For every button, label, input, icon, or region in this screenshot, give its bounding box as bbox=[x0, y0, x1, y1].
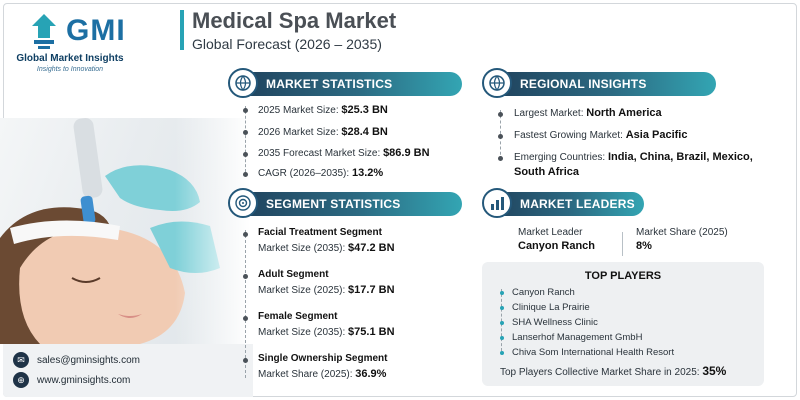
logo-icon bbox=[32, 14, 56, 49]
fastest-growing-market: Fastest Growing Market: Asia Pacific bbox=[514, 129, 688, 141]
segment-value: Market Size (2035): $75.1 BN bbox=[258, 326, 395, 338]
emerging-countries-cont: South Africa bbox=[514, 166, 579, 178]
website-contact[interactable]: ⊕ www.gminsights.com bbox=[13, 372, 130, 388]
segment-value: Market Size (2025): $17.7 BN bbox=[258, 284, 395, 296]
web-icon: ⊕ bbox=[13, 372, 29, 388]
email-contact[interactable]: ✉ sales@gminsights.com bbox=[13, 352, 140, 368]
bullet bbox=[498, 156, 503, 161]
bullet bbox=[243, 172, 248, 177]
segment-name: Facial Treatment Segment bbox=[258, 227, 382, 238]
segment-statistics-header: SEGMENT STATISTICS bbox=[228, 188, 462, 218]
top-players-share: Top Players Collective Market Share in 2… bbox=[500, 364, 727, 378]
bullet bbox=[243, 108, 248, 113]
market-leader-value: Canyon Ranch bbox=[518, 240, 596, 252]
mail-icon: ✉ bbox=[13, 352, 29, 368]
logo-tagline: Insights to Innovation bbox=[36, 66, 104, 73]
segment-value: Market Size (2035): $47.2 BN bbox=[258, 242, 395, 254]
player-item: Lanserhof Management GmbH bbox=[512, 332, 643, 343]
market-stats-timeline bbox=[245, 106, 246, 172]
bar-chart-icon bbox=[482, 188, 512, 218]
email-text: sales@gminsights.com bbox=[37, 354, 140, 366]
title-accent-bar bbox=[180, 10, 184, 50]
regional-insights-title: REGIONAL INSIGHTS bbox=[520, 77, 647, 91]
player-item: Canyon Ranch bbox=[512, 287, 575, 298]
bullet bbox=[243, 152, 248, 157]
largest-market: Largest Market: North America bbox=[514, 107, 662, 119]
segment-statistics-title: SEGMENT STATISTICS bbox=[266, 197, 401, 211]
segment-name: Adult Segment bbox=[258, 269, 329, 280]
bullet bbox=[500, 306, 504, 310]
emerging-countries: Emerging Countries: India, China, Brazil… bbox=[514, 151, 753, 163]
player-item: SHA Wellness Clinic bbox=[512, 317, 598, 328]
market-leader-label: Market Leader bbox=[518, 227, 583, 238]
market-share-label: Market Share (2025) bbox=[636, 227, 728, 238]
player-item: Chiva Som International Health Resort bbox=[512, 347, 675, 358]
bullet bbox=[498, 134, 503, 139]
bullet bbox=[243, 232, 248, 237]
players-timeline bbox=[501, 289, 502, 351]
stat-2025-size: 2025 Market Size: $25.3 BN bbox=[258, 104, 388, 116]
leaders-divider bbox=[622, 232, 623, 256]
market-leaders-title: MARKET LEADERS bbox=[520, 197, 635, 211]
segment-name: Single Ownership Segment bbox=[258, 353, 388, 364]
bullet bbox=[500, 291, 504, 295]
bullet bbox=[500, 351, 504, 355]
regional-insights-header: REGIONAL INSIGHTS bbox=[482, 68, 716, 98]
stat-2026-size: 2026 Market Size: $28.4 BN bbox=[258, 126, 388, 138]
website-text: www.gminsights.com bbox=[37, 374, 131, 386]
stat-cagr: CAGR (2026–2035): 13.2% bbox=[258, 167, 384, 179]
globe-icon bbox=[482, 68, 512, 98]
bullet bbox=[243, 130, 248, 135]
top-players-title: TOP PLAYERS bbox=[584, 270, 662, 282]
bullet bbox=[498, 112, 503, 117]
bullet bbox=[243, 358, 248, 363]
player-item: Clinique La Prairie bbox=[512, 302, 590, 313]
market-statistics-header: MARKET STATISTICS bbox=[228, 68, 462, 98]
bullet bbox=[243, 274, 248, 279]
logo-name: Global Market Insights bbox=[16, 53, 124, 64]
contact-panel: ✉ sales@gminsights.com ⊕ www.gminsights.… bbox=[3, 344, 253, 397]
page-subtitle: Global Forecast (2026 – 2035) bbox=[192, 36, 382, 52]
stat-2035-forecast: 2035 Forecast Market Size: $86.9 BN bbox=[258, 147, 430, 159]
market-share-value: 8% bbox=[636, 240, 652, 252]
logo-wordmark: GMI bbox=[66, 14, 126, 47]
segment-timeline bbox=[245, 230, 246, 378]
segment-value: Market Share (2025): 36.9% bbox=[258, 368, 387, 380]
market-leaders-header: MARKET LEADERS bbox=[482, 188, 644, 218]
market-statistics-title: MARKET STATISTICS bbox=[266, 77, 393, 91]
logo[interactable]: GMI Global Market Insights Insights to I… bbox=[14, 10, 164, 80]
page-title: Medical Spa Market bbox=[192, 8, 397, 33]
image-fade bbox=[0, 118, 250, 344]
top-players-panel: TOP PLAYERS Canyon Ranch Clinique La Pra… bbox=[482, 262, 764, 386]
bullet bbox=[500, 336, 504, 340]
target-icon bbox=[228, 188, 258, 218]
segment-name: Female Segment bbox=[258, 311, 338, 322]
bullet bbox=[500, 321, 504, 325]
bullet bbox=[243, 316, 248, 321]
spa-treatment-image bbox=[0, 118, 250, 344]
globe-icon bbox=[228, 68, 258, 98]
